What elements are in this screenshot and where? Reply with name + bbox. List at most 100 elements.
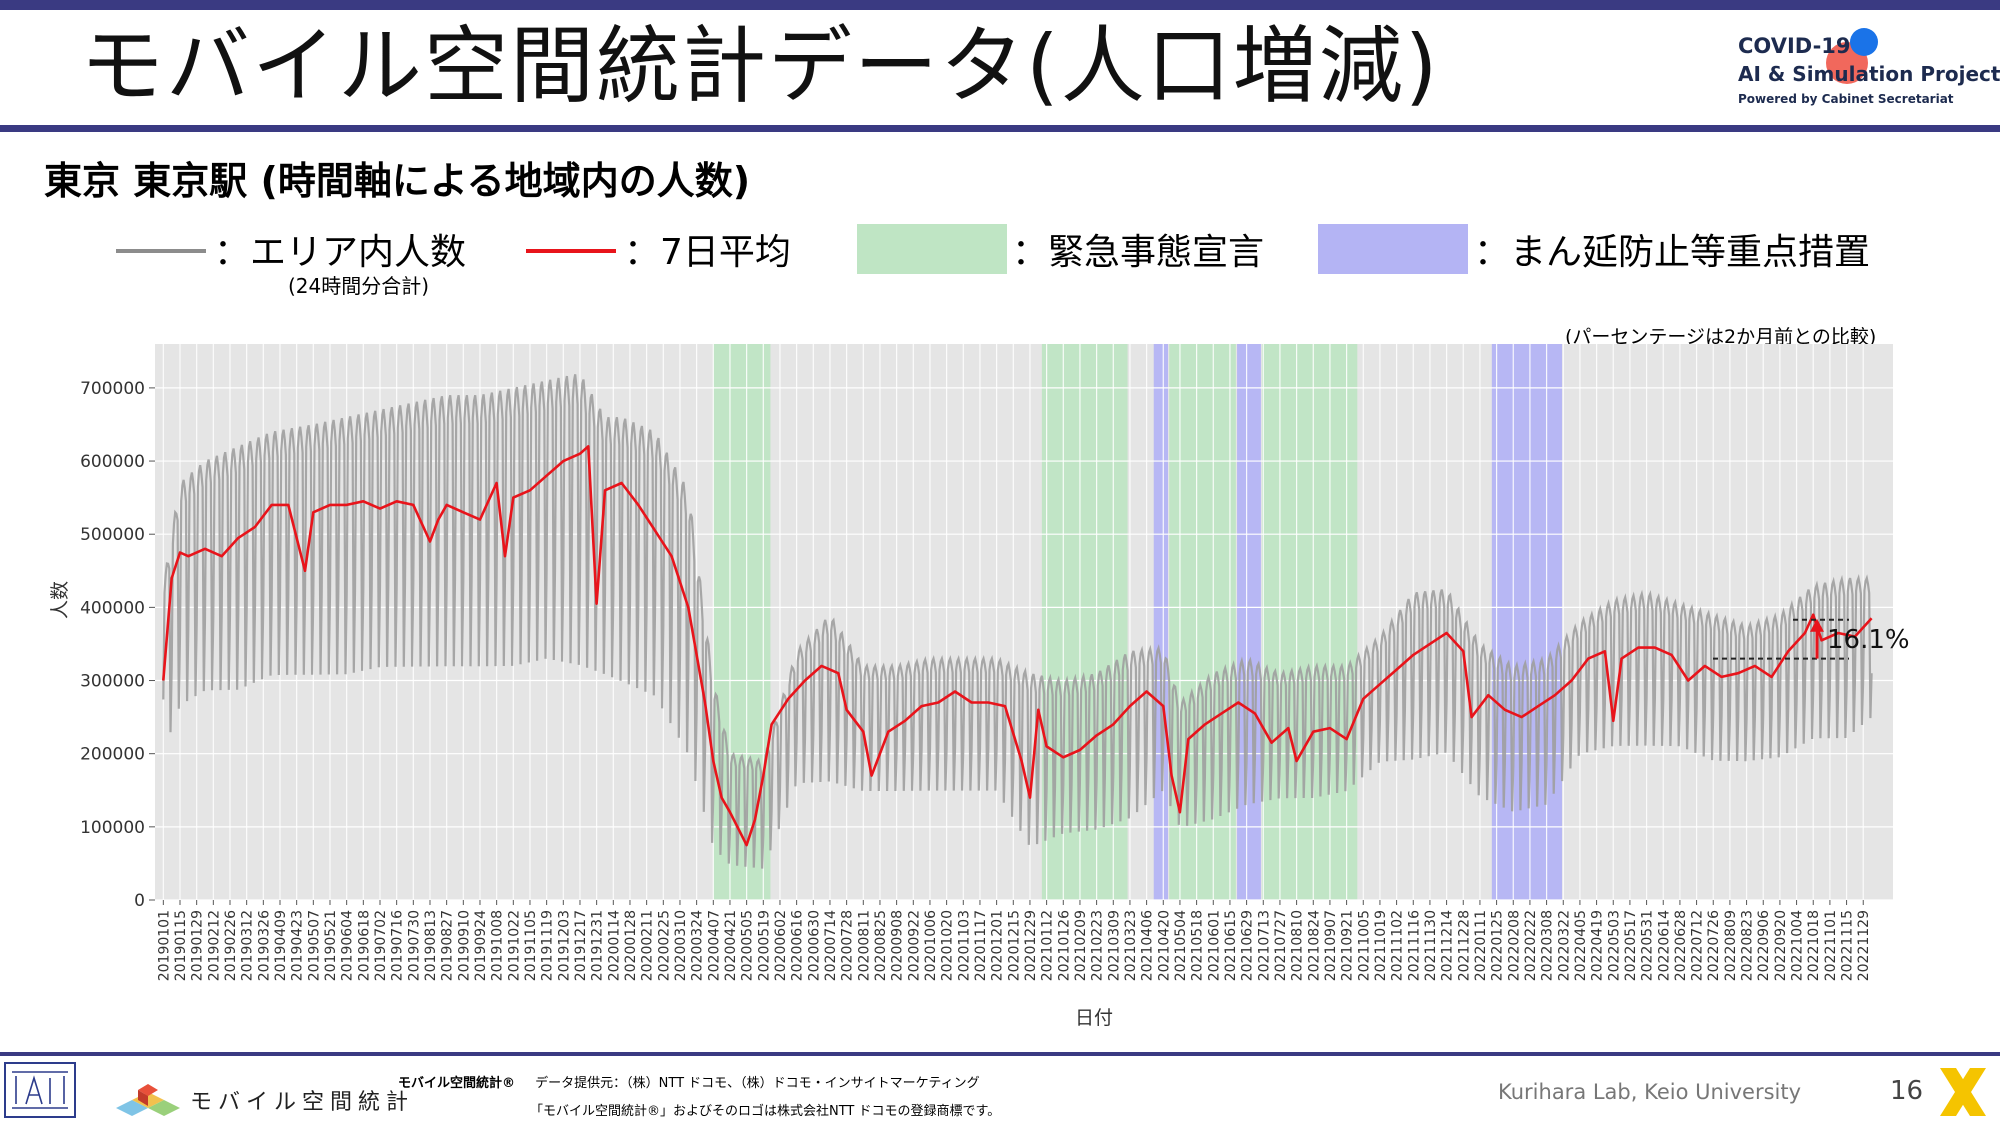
x-tick-label: 20190910: [456, 910, 472, 981]
x-tick-label: 20221101: [1823, 910, 1839, 981]
x-tick-label: 20190827: [440, 910, 456, 981]
x-tick-label: 20220712: [1690, 910, 1706, 981]
x-tick-label: 20200630: [806, 910, 822, 981]
x-tick-label: 20210323: [1123, 910, 1139, 981]
x-tick-label: 20190702: [373, 910, 389, 981]
legend-quasi-swatch: [1318, 224, 1468, 274]
x-tick-label: 20220726: [1706, 910, 1722, 981]
x-tick-label: 20190409: [273, 910, 289, 981]
covid-project-logo: COVID-19 AI & Simulation Project Powered…: [1738, 28, 2000, 116]
shaded-period: [1262, 344, 1358, 900]
x-tick-label: 20210406: [1140, 910, 1156, 981]
x-tick-label: 20200616: [790, 910, 806, 981]
x-tick-label: 20220405: [1573, 910, 1589, 981]
annotation-percentage: 16.1%: [1827, 625, 1910, 655]
x-tick-label: 20190212: [206, 910, 222, 981]
x-tick-label: 20210601: [1206, 910, 1222, 981]
x-tick-label: 20220419: [1590, 910, 1606, 981]
x-tick-label: 20220809: [1723, 910, 1739, 981]
x-tick-label: 20220517: [1623, 910, 1639, 981]
x-tick-label: 20220208: [1506, 910, 1522, 981]
x-tick-label: 20210223: [1090, 910, 1106, 981]
x-tick-label: 20201229: [1023, 910, 1039, 981]
x-tick-label: 20190604: [340, 910, 356, 981]
x-tick-label: 20211214: [1440, 910, 1456, 981]
x-tick-label: 20191008: [490, 910, 506, 981]
legend-avg-swatch: [526, 249, 616, 253]
x-tick-label: 20200421: [723, 910, 739, 981]
y-tick-label: 400000: [80, 598, 145, 618]
x-tick-label: 20190730: [406, 910, 422, 981]
x-tick-label: 20210112: [1040, 910, 1056, 981]
x-tick-label: 20211019: [1373, 910, 1389, 981]
y-axis-title: 人数: [49, 581, 71, 619]
y-tick-label: 700000: [80, 379, 145, 399]
x-tick-label: 20191217: [573, 910, 589, 981]
x-tick-label: 20200310: [673, 910, 689, 981]
y-tick-label: 100000: [80, 818, 145, 838]
legend-emergency-swatch: [857, 224, 1007, 274]
footer-brand-text: モバイル空間統計: [190, 1090, 415, 1115]
page-number: 16: [1890, 1076, 1924, 1106]
footer-credit-brand: モバイル空間統計®: [398, 1076, 516, 1091]
x-tick-label: 20200211: [640, 910, 656, 981]
chart-subtitle: 東京 東京駅 (時間軸による地域内の人数): [44, 159, 751, 203]
x-tick-label: 20200128: [623, 910, 639, 981]
x-tick-label: 20210727: [1273, 910, 1289, 981]
x-tick-label: 20220531: [1640, 910, 1656, 981]
x-tick-label: 20191105: [523, 910, 539, 981]
x-tick-label: 20200114: [606, 910, 622, 981]
x-tick-label: 20210629: [1240, 910, 1256, 981]
x-tick-label: 20210126: [1056, 910, 1072, 981]
logo-line-2: AI & Simulation Project: [1738, 62, 2000, 86]
x-tick-label: 20221018: [1806, 910, 1822, 981]
shaded-period: [1237, 344, 1261, 900]
x-tick-label: 20190423: [290, 910, 306, 981]
legend-emergency-label: ：緊急事態宣言: [1012, 232, 1265, 273]
x-tick-label: 20220823: [1740, 910, 1756, 981]
footer-credit-line2: 「モバイル空間統計®」およびそのロゴは株式会社NTT ドコモの登録商標です。: [530, 1104, 1001, 1119]
x-tick-label: 20200825: [873, 910, 889, 981]
x-tick-label: 20220222: [1523, 910, 1539, 981]
x-tick-label: 20210504: [1173, 910, 1189, 981]
x-axis-title: 日付: [1075, 1007, 1113, 1029]
x-tick-label: 20190716: [390, 910, 406, 981]
x-tick-label: 20220628: [1673, 910, 1689, 981]
x-tick-label: 20211116: [1406, 910, 1422, 981]
ai-lab-logo-icon: [4, 1062, 76, 1118]
x-tick-label: 20190521: [323, 910, 339, 981]
x-tick-label: 20200407: [706, 910, 722, 981]
x-tick-label: 20201201: [990, 910, 1006, 981]
x-tick-label: 20191231: [590, 910, 606, 981]
x-tick-label: 20220906: [1756, 910, 1772, 981]
y-tick-label: 600000: [80, 452, 145, 472]
x-tick-label: 20211130: [1423, 910, 1439, 981]
x-tick-label: 20191022: [506, 910, 522, 981]
x-tick-label: 20200324: [690, 910, 706, 981]
x-tick-label: 20200505: [740, 910, 756, 981]
legend-raw-swatch: [116, 249, 206, 253]
x-tick-label: 20210615: [1223, 910, 1239, 981]
legend-raw-label: ：エリア内人数: [214, 232, 467, 273]
footer-credit-provider: データ提供元：（株）NTT ドコモ、（株）ドコモ・インサイトマーケティング: [535, 1076, 980, 1091]
legend-quasi-label: ：まん延防止等重点措置: [1474, 232, 1871, 273]
x-tick-label: 20191119: [540, 910, 556, 981]
x-tick-label: 20190326: [256, 910, 272, 981]
x-tick-label: 20201020: [940, 910, 956, 981]
top-accent-bar: [0, 0, 2000, 10]
raw-population-series: [162, 374, 1873, 869]
x-tick-label: 20190618: [356, 910, 372, 981]
logo-line-3: Powered by Cabinet Secretariat: [1738, 92, 1954, 106]
logo-blue-circle-icon: [1850, 28, 1878, 56]
x-tick-label: 20221004: [1790, 910, 1806, 981]
x-tick-label: 20210209: [1073, 910, 1089, 981]
avg-7day-series: [162, 445, 1873, 847]
population-line-chart: 0 100000 200000 300000 400000 500000 600000 700…: [49, 344, 1910, 1029]
x-tick-label: 20191203: [556, 910, 572, 981]
x-tick-label: 20201103: [956, 910, 972, 981]
x-tick-label: 20190115: [173, 910, 189, 981]
page-title: モバイル空間統計データ(人口増減): [80, 17, 1440, 115]
y-tick-label: 200000: [80, 745, 145, 765]
legend-raw-sublabel: (24時間分合計): [288, 274, 430, 298]
x-tick-label: 20190226: [223, 910, 239, 981]
